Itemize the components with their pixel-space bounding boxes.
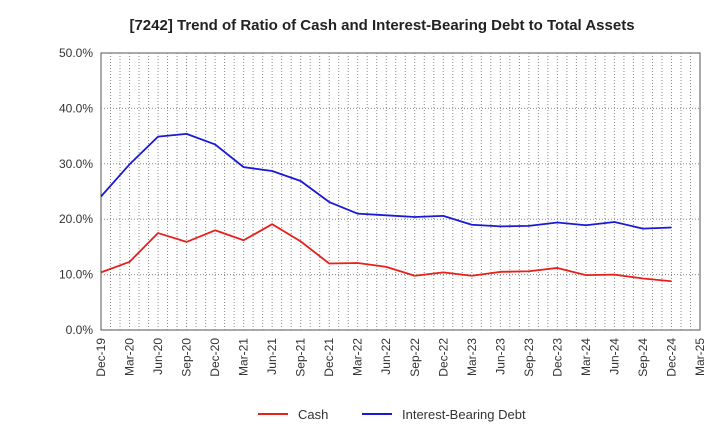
legend-label-cash: Cash [298,407,328,422]
interest-bearing-debt-line [100,132,672,230]
x-tick-label: Mar-20 [123,338,137,376]
x-tick-label: Mar-22 [351,338,365,376]
plot-area [100,52,701,331]
grid [100,52,701,331]
x-tick-label: Sep-20 [180,338,194,377]
cash-line [100,223,672,283]
y-tick-label: 40.0% [59,101,93,115]
x-tick-label: Dec-23 [550,338,564,377]
x-tick-label: Sep-24 [636,338,650,377]
x-tick-label: Mar-21 [237,338,251,376]
x-tick-label: Sep-21 [294,338,308,377]
x-tick-label: Jun-20 [151,338,165,375]
legend: Cash Interest-Bearing Debt [258,407,526,422]
x-tick-label: Sep-22 [408,338,422,377]
chart-title: [7242] Trend of Ratio of Cash and Intere… [129,17,634,34]
x-tick-label: Jun-24 [607,338,621,375]
legend-label-interest-bearing-debt: Interest-Bearing Debt [402,407,526,422]
y-tick-label: 50.0% [59,46,93,60]
x-tick-label: Mar-23 [465,338,479,376]
y-tick-label: 10.0% [59,268,93,282]
y-tick-label: 20.0% [59,212,93,226]
x-tick-label: Jun-22 [379,338,393,375]
x-tick-label: Dec-20 [208,338,222,377]
x-tick-label: Jun-23 [493,338,507,375]
x-tick-label: Dec-19 [94,338,108,377]
x-tick-label: Sep-23 [522,338,536,377]
series-lines [100,132,672,283]
x-tick-label: Dec-22 [436,338,450,377]
x-tick-label: Dec-21 [322,338,336,377]
x-tick-label: Mar-24 [579,338,593,376]
y-tick-label: 0.0% [66,323,94,337]
y-tick-label: 30.0% [59,157,93,171]
axes: 0.0% 10.0% 20.0% 30.0% 40.0% 50.0% Dec-19 Mar-2… [59,46,707,377]
x-tick-label: Mar-25 [693,338,707,376]
x-tick-label: Dec-24 [664,338,678,377]
x-tick-label: Jun-21 [265,338,279,375]
